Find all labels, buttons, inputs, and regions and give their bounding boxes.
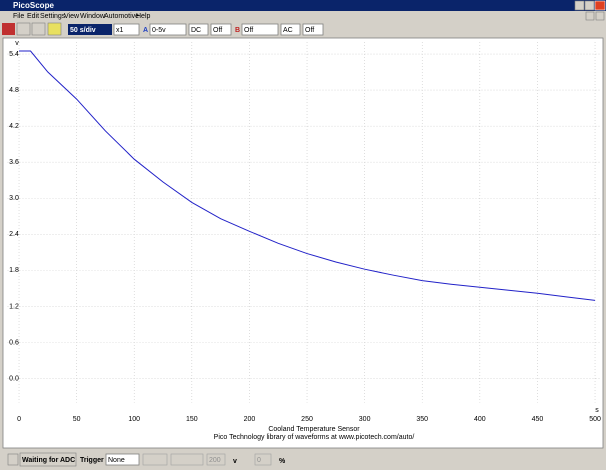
x-tick-label: 0 bbox=[17, 416, 21, 423]
range-b-select[interactable] bbox=[241, 23, 279, 36]
y-tick-label: 1.8 bbox=[9, 267, 19, 274]
y-tick-label: 4.2 bbox=[9, 123, 19, 130]
trigger-select[interactable] bbox=[105, 453, 140, 466]
minimize-button[interactable] bbox=[574, 0, 585, 11]
menu-item[interactable]: Help bbox=[136, 13, 151, 20]
y-tick-label: 1.2 bbox=[9, 303, 19, 310]
chart: 0.0 0.6 1.2 1.8 2.4 3.0 3.6 4.2 4.8 5.4 0 50 100 150 2… bbox=[7, 42, 601, 423]
status-button[interactable] bbox=[7, 453, 19, 466]
menu-item[interactable]: Window bbox=[80, 13, 106, 20]
range-a-select[interactable] bbox=[149, 23, 187, 36]
menu-item[interactable]: Automotive bbox=[104, 13, 139, 20]
y-tick-label: 3.0 bbox=[9, 195, 19, 202]
title-bar bbox=[0, 0, 606, 11]
y-tick-label: 5.4 bbox=[9, 51, 19, 58]
status-state: Waiting for ADC bbox=[22, 457, 75, 464]
x-tick-label: 400 bbox=[474, 416, 486, 423]
x-tick-label: 200 bbox=[244, 416, 256, 423]
menu-item[interactable]: View bbox=[64, 13, 80, 20]
menu-item[interactable]: File bbox=[13, 13, 24, 20]
tool-button[interactable] bbox=[31, 22, 46, 36]
offset-a-select[interactable] bbox=[210, 23, 232, 36]
chart-title: Cooland Temperature Sensor bbox=[268, 426, 360, 433]
y-tick-label: 2.4 bbox=[9, 231, 19, 238]
trigger-mode: None bbox=[108, 457, 125, 464]
y-tick-label: 4.8 bbox=[9, 87, 19, 94]
close-doc-button[interactable] bbox=[595, 11, 605, 21]
y-tick-label: 0.6 bbox=[9, 339, 19, 346]
status-panel bbox=[19, 452, 77, 467]
disabled-select[interactable] bbox=[170, 453, 204, 466]
x-tick-label: 500 bbox=[589, 416, 601, 423]
delay-unit: % bbox=[279, 458, 286, 465]
level-unit: v bbox=[233, 458, 237, 465]
close-button[interactable] bbox=[594, 0, 606, 11]
chart-subtitle: Pico Technology library of waveforms at … bbox=[214, 434, 415, 441]
multiplier-select[interactable] bbox=[113, 23, 140, 36]
x-axis-label: s bbox=[595, 407, 599, 414]
maximize-button[interactable] bbox=[584, 0, 595, 11]
range-b: Off bbox=[244, 27, 253, 34]
y-tick-label: 3.6 bbox=[9, 159, 19, 166]
x-tick-label: 150 bbox=[186, 416, 198, 423]
tool-button[interactable] bbox=[2, 23, 15, 35]
x-tick-label: 250 bbox=[301, 416, 313, 423]
delay-input[interactable] bbox=[254, 453, 272, 466]
x-tick-label: 100 bbox=[128, 416, 140, 423]
plot-area bbox=[2, 37, 604, 449]
coupling-b-select[interactable] bbox=[280, 23, 301, 36]
x-tick-label: 50 bbox=[73, 416, 81, 423]
tool-button[interactable] bbox=[47, 22, 62, 36]
offset-b: Off bbox=[305, 27, 314, 34]
y-tick-label: 0.0 bbox=[9, 375, 19, 382]
restore-button[interactable] bbox=[585, 11, 595, 21]
toolbar: 50 s/div x1 A 0-5v DC Off B Off AC Off bbox=[2, 22, 324, 36]
coupling-b: AC bbox=[283, 27, 293, 34]
coupling-a: DC bbox=[191, 27, 201, 34]
status-bar: Waiting for ADC Trigger None 200 v 0 % bbox=[7, 452, 286, 467]
timebase: 50 s/div bbox=[70, 27, 96, 34]
menu-item[interactable]: Settings bbox=[40, 13, 66, 20]
trigger-label: Trigger bbox=[80, 457, 104, 464]
x-tick-label: 450 bbox=[532, 416, 544, 423]
y-axis-label: v bbox=[15, 40, 19, 47]
menu-item[interactable]: Edit bbox=[27, 13, 39, 20]
offset-b-select[interactable] bbox=[302, 23, 324, 36]
x-tick-label: 350 bbox=[416, 416, 428, 423]
x-tick-label: 300 bbox=[359, 416, 371, 423]
multiplier: x1 bbox=[116, 27, 124, 34]
data-line bbox=[19, 50, 596, 301]
channel-b: B bbox=[235, 27, 240, 34]
timebase-select[interactable] bbox=[68, 24, 112, 35]
disabled-select[interactable] bbox=[142, 453, 168, 466]
channel-a: A bbox=[143, 27, 148, 34]
offset-a: Off bbox=[213, 27, 222, 34]
window-title: PicoScope bbox=[13, 1, 54, 10]
coupling-a-select[interactable] bbox=[188, 23, 209, 36]
delay: 0 bbox=[257, 457, 261, 464]
tool-button[interactable] bbox=[16, 22, 31, 36]
range-a: 0-5v bbox=[152, 27, 166, 34]
level-input[interactable] bbox=[206, 453, 226, 466]
level: 200 bbox=[209, 457, 221, 464]
